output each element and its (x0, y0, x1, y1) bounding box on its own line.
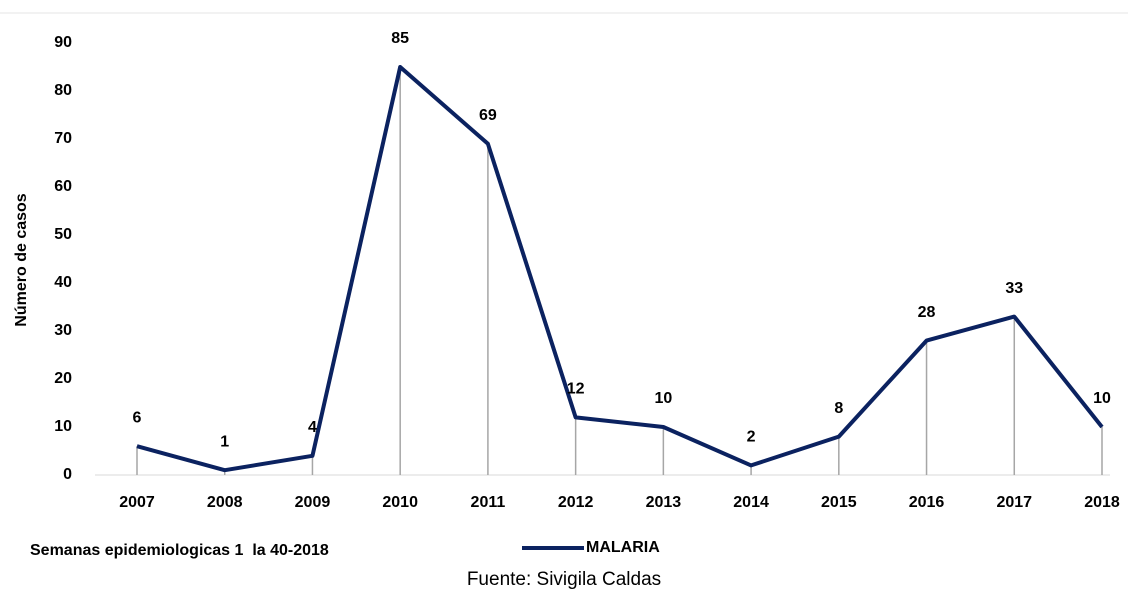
series-line (136, 65, 1104, 473)
legend-label: MALARIA (586, 539, 660, 556)
y-tick-label: 60 (54, 178, 72, 195)
y-tick-label: 50 (54, 226, 72, 243)
x-tick-label: 2018 (1084, 494, 1120, 511)
x-tick-label: 2016 (909, 494, 945, 511)
y-tick-label: 90 (54, 34, 72, 51)
data-label: 2 (747, 429, 756, 446)
y-tick-label: 70 (54, 130, 72, 147)
y-tick-label: 80 (54, 82, 72, 99)
x-tick-label: 2014 (733, 494, 769, 511)
data-label: 10 (654, 390, 672, 407)
data-label: 85 (391, 30, 409, 47)
data-label: 6 (133, 409, 142, 426)
y-tick-label: 10 (54, 418, 72, 435)
data-label: 33 (1005, 280, 1023, 297)
x-tick-label: 2015 (821, 494, 857, 511)
x-tick-label: 2012 (558, 494, 594, 511)
x-tick-label: 2007 (119, 494, 155, 511)
data-label: 69 (479, 107, 497, 124)
data-label: 10 (1093, 390, 1111, 407)
y-tick-label: 0 (63, 466, 72, 483)
data-label: 28 (918, 304, 936, 321)
data-label: 8 (834, 400, 843, 417)
y-tick-label: 20 (54, 370, 72, 387)
x-tick-label: 2010 (382, 494, 418, 511)
data-label: 1 (220, 433, 229, 450)
x-tick-label: 2017 (996, 494, 1032, 511)
data-label: 12 (567, 381, 585, 398)
y-tick-label: 40 (54, 274, 72, 291)
x-tick-label: 2009 (295, 494, 331, 511)
x-tick-label: 2008 (207, 494, 243, 511)
subtitle: Semanas epidemiologicas 1 la 40-2018 (30, 542, 329, 559)
x-tick-label: 2011 (471, 494, 506, 511)
source: Fuente: Sivigila Caldas (467, 569, 661, 590)
x-tick-label: 2013 (646, 494, 682, 511)
y-axis-label: Número de casos (13, 193, 30, 326)
data-label: 4 (308, 419, 317, 436)
y-tick-label: 30 (54, 322, 72, 339)
